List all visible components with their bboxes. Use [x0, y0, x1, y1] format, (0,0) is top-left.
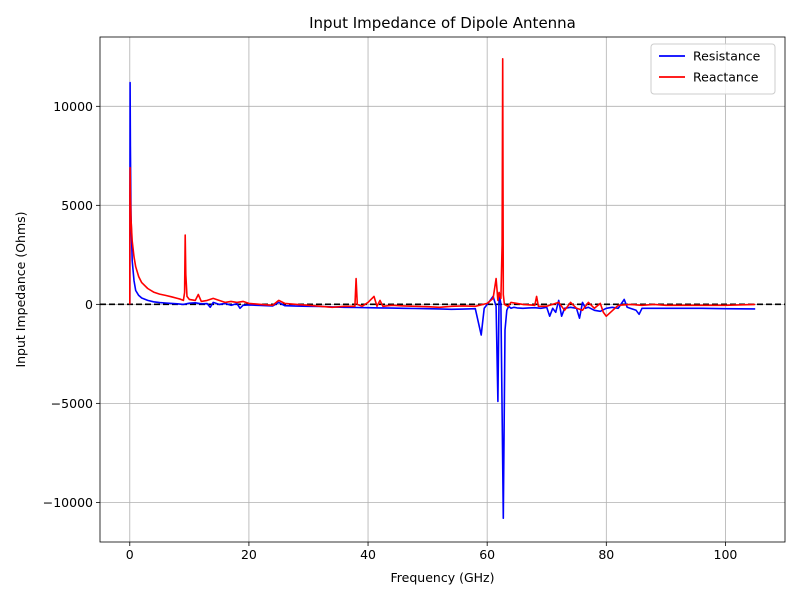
- x-tick-label: 60: [479, 547, 495, 562]
- chart-title: Input Impedance of Dipole Antenna: [309, 14, 576, 32]
- x-tick-label: 20: [241, 547, 257, 562]
- series-line-reactance: [129, 58, 756, 317]
- x-tick-label: 80: [598, 547, 614, 562]
- plot-area: [129, 58, 756, 519]
- legend: Resistance Reactance: [650, 43, 776, 95]
- y-tick-label: 10000: [53, 99, 93, 114]
- legend-label-resistance: Resistance: [693, 49, 761, 64]
- y-tick-label: −10000: [43, 495, 93, 510]
- axes-frame: [99, 36, 786, 543]
- y-tick-label: 5000: [61, 198, 93, 213]
- y-tick-label: −5000: [51, 396, 93, 411]
- x-axis-ticks: 0 20 40 60 80 100: [126, 542, 738, 562]
- y-tick-label: 0: [85, 297, 93, 312]
- x-tick-label: 40: [360, 547, 376, 562]
- y-axis-label: Input Impedance (Ohms): [13, 211, 28, 367]
- x-tick-label: 100: [714, 547, 738, 562]
- x-tick-label: 0: [126, 547, 134, 562]
- x-axis-label: Frequency (GHz): [391, 570, 495, 585]
- series-line-resistance: [129, 81, 756, 519]
- y-axis-ticks: −10000 −5000 0 5000 10000: [43, 99, 100, 510]
- legend-label-reactance: Reactance: [693, 70, 759, 85]
- grid: [100, 37, 785, 542]
